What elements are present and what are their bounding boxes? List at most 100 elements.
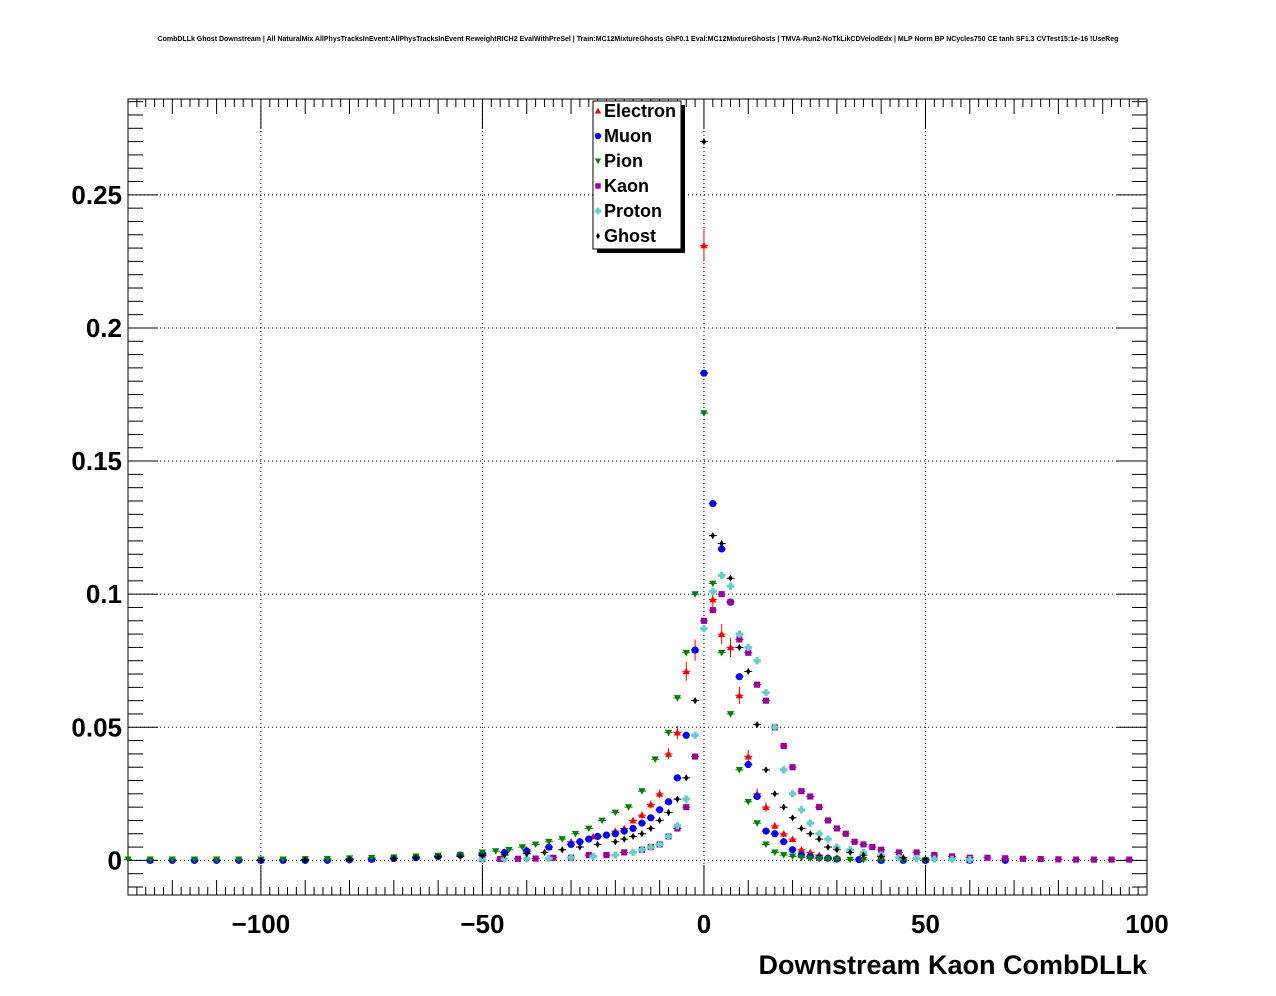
chart-title: CombDLLk Ghost Downstream | All NaturalM…	[158, 36, 1119, 43]
data-point	[737, 643, 742, 652]
data-point	[788, 846, 797, 854]
data-point	[762, 803, 770, 811]
data-point	[502, 851, 507, 859]
data-point	[780, 766, 788, 774]
data-point	[754, 721, 760, 729]
data-point	[825, 843, 831, 851]
data-point	[1055, 856, 1062, 863]
data-point	[391, 854, 396, 863]
data-point	[718, 545, 726, 553]
legend-label: Electron	[604, 101, 676, 121]
data-point	[684, 774, 689, 782]
series-ghost	[256, 137, 930, 864]
data-point	[664, 729, 673, 737]
data-point	[824, 835, 832, 843]
data-point	[842, 830, 849, 837]
data-point	[788, 853, 797, 860]
data-point	[213, 856, 221, 863]
data-point	[629, 824, 637, 833]
data-point	[532, 841, 540, 849]
data-point	[492, 848, 500, 855]
data-point	[846, 856, 854, 864]
legend-entry-muon: Muon	[594, 126, 652, 146]
data-point	[833, 856, 841, 863]
x-axis-title: Downstream Kaon CombDLLk	[758, 950, 1148, 980]
data-point	[781, 803, 786, 811]
data-point	[744, 760, 752, 769]
data-point	[611, 830, 619, 838]
legend-entry-kaon: Kaon	[595, 176, 649, 196]
data-point	[673, 695, 681, 702]
axis-ticks	[127, 99, 1148, 895]
y-tick-label: 0.15	[71, 446, 122, 476]
data-point	[682, 667, 690, 675]
data-point	[877, 856, 885, 864]
data-point	[700, 241, 708, 249]
data-point	[500, 855, 509, 863]
data-point	[691, 591, 699, 598]
data-point	[709, 580, 717, 588]
legend: Electron Muon Pion Kaon Proton Ghost	[592, 100, 685, 253]
data-point	[718, 630, 726, 637]
data-point	[168, 856, 176, 863]
legend-label: Pion	[604, 151, 643, 171]
data-point	[602, 831, 611, 839]
data-point	[901, 854, 906, 862]
data-point	[833, 825, 840, 832]
data-point	[673, 774, 681, 782]
data-point	[638, 811, 646, 819]
data-point	[808, 830, 813, 838]
data-point	[895, 849, 902, 856]
data-point	[146, 856, 154, 863]
data-point	[700, 410, 708, 417]
data-point	[780, 830, 788, 837]
data-point	[611, 809, 619, 817]
data-point	[347, 855, 352, 863]
data-point	[585, 825, 593, 833]
series-proton	[478, 571, 974, 864]
data-point	[1073, 856, 1080, 863]
data-point	[771, 830, 779, 838]
legend-box	[592, 100, 682, 250]
legend-marker	[594, 132, 602, 140]
data-point	[861, 851, 866, 859]
data-point	[790, 814, 795, 822]
data-point	[683, 804, 690, 811]
series-muon	[146, 369, 1010, 864]
data-point	[595, 840, 600, 849]
y-tick-label: 0.05	[71, 712, 122, 742]
data-point	[682, 795, 690, 803]
data-point	[625, 804, 633, 811]
data-point	[701, 137, 707, 146]
data-point	[1037, 856, 1044, 863]
x-tick-label: 50	[911, 909, 940, 939]
legend-marker	[595, 183, 601, 189]
y-tick-label: 0	[108, 845, 122, 875]
data-point	[692, 697, 698, 705]
data-point	[744, 798, 752, 806]
data-point	[984, 854, 991, 861]
data-point	[664, 750, 673, 757]
data-point	[613, 838, 618, 846]
data-point	[558, 836, 566, 843]
data-point	[763, 766, 769, 774]
data-point	[691, 646, 699, 654]
data-point	[727, 599, 734, 606]
data-point	[762, 697, 770, 704]
y-tick-label: 0.25	[71, 180, 122, 210]
data-point	[726, 711, 735, 718]
data-point	[656, 806, 664, 814]
data-point	[190, 856, 199, 863]
data-point	[603, 852, 610, 859]
data-point	[824, 817, 832, 824]
data-point	[638, 819, 646, 827]
data-point	[124, 856, 132, 863]
legend-label: Ghost	[604, 226, 656, 246]
data-point	[735, 691, 743, 699]
data-point	[611, 851, 619, 859]
data-point	[545, 838, 553, 846]
data-point	[860, 841, 867, 848]
data-point	[480, 851, 485, 860]
data-point	[799, 824, 804, 833]
data-point	[303, 856, 308, 864]
